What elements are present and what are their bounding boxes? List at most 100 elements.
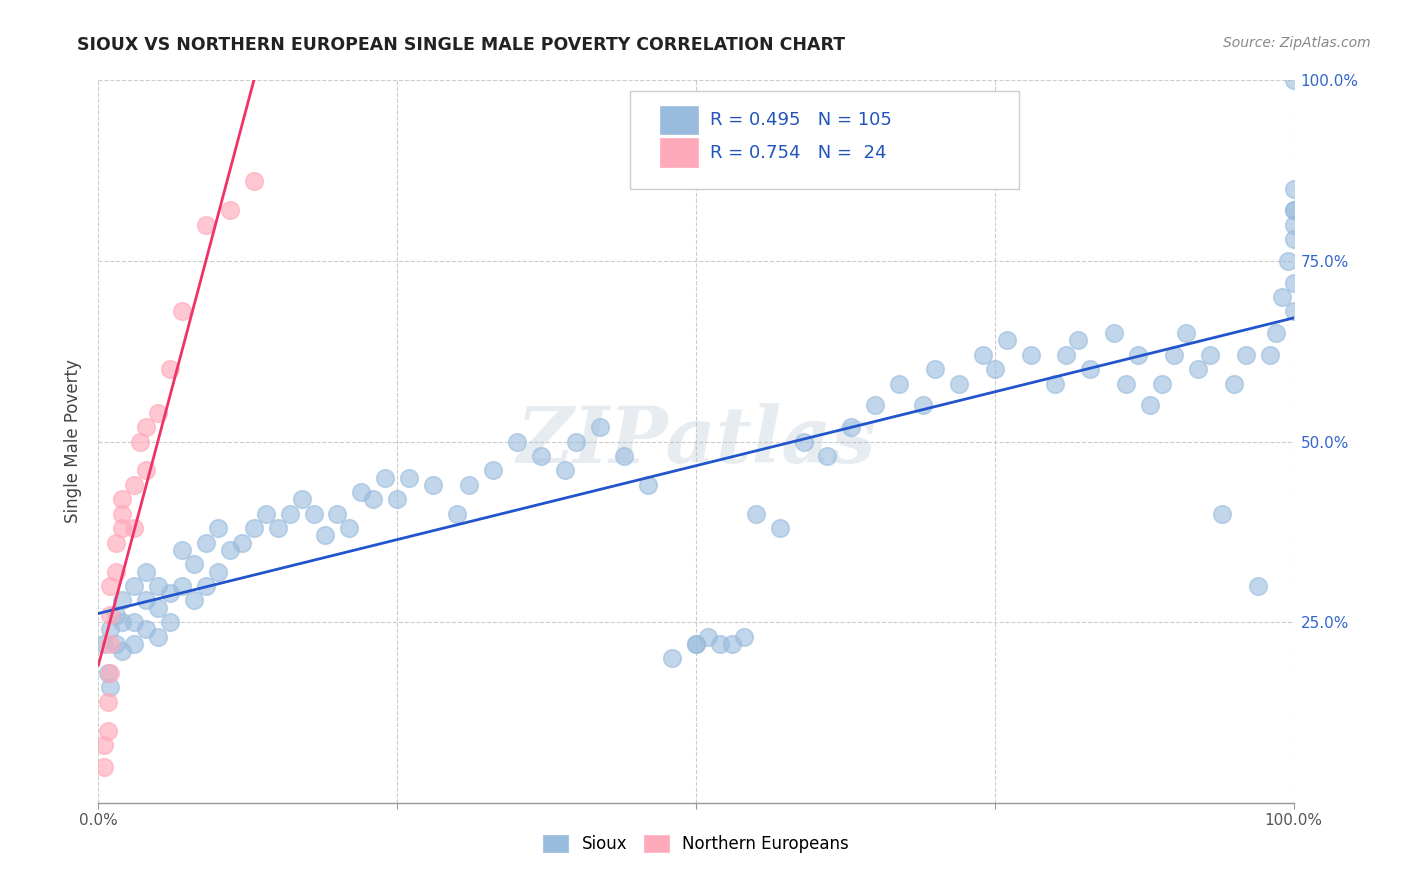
Point	[278, 507, 301, 521]
Point	[124, 615, 146, 630]
Point	[865, 398, 887, 412]
Point	[1282, 304, 1305, 318]
Point	[1282, 182, 1305, 196]
Point	[129, 434, 152, 449]
Point	[315, 528, 337, 542]
Point	[613, 449, 636, 463]
Point	[148, 630, 170, 644]
Point	[105, 637, 128, 651]
Point	[768, 521, 790, 535]
Point	[98, 579, 122, 593]
Point	[195, 535, 218, 549]
Point	[1163, 348, 1185, 362]
Point	[98, 607, 122, 622]
Point	[172, 542, 194, 557]
Point	[207, 565, 229, 579]
Point	[135, 420, 157, 434]
Point	[1234, 348, 1257, 362]
Point	[111, 644, 134, 658]
Point	[111, 492, 134, 507]
Point	[124, 579, 146, 593]
Point	[363, 492, 385, 507]
Point	[93, 738, 115, 752]
Point	[135, 463, 157, 477]
Point	[709, 637, 731, 651]
Text: R = 0.495   N = 105: R = 0.495 N = 105	[710, 111, 893, 129]
Point	[267, 521, 290, 535]
Point	[911, 398, 934, 412]
Point	[195, 579, 218, 593]
Point	[506, 434, 529, 449]
Point	[745, 507, 768, 521]
Bar	[661, 105, 699, 135]
Point	[1282, 232, 1305, 246]
Point	[219, 542, 242, 557]
Point	[183, 558, 205, 572]
Point	[1282, 203, 1305, 218]
Point	[1139, 398, 1161, 412]
Point	[105, 607, 128, 622]
Point	[721, 637, 744, 651]
Point	[1128, 348, 1150, 362]
Point	[172, 304, 194, 318]
Point	[924, 362, 946, 376]
Point	[350, 485, 373, 500]
Point	[565, 434, 588, 449]
Point	[697, 630, 720, 644]
Legend: Sioux, Northern Europeans: Sioux, Northern Europeans	[537, 828, 855, 860]
Point	[1258, 348, 1281, 362]
Point	[385, 492, 409, 507]
Point	[481, 463, 505, 477]
Point	[1211, 507, 1233, 521]
Point	[637, 478, 659, 492]
Text: R = 0.754   N =  24: R = 0.754 N = 24	[710, 144, 887, 161]
Point	[111, 521, 134, 535]
Point	[291, 492, 314, 507]
Point	[1264, 326, 1286, 340]
Point	[105, 535, 128, 549]
Point	[1277, 253, 1299, 268]
Point	[661, 651, 683, 665]
Point	[326, 507, 349, 521]
Point	[97, 723, 120, 738]
Point	[889, 376, 911, 391]
Point	[98, 637, 122, 651]
Point	[972, 348, 994, 362]
Point	[1043, 376, 1066, 391]
Point	[733, 630, 755, 644]
Point	[995, 334, 1018, 348]
Point	[93, 760, 115, 774]
Bar	[661, 138, 699, 167]
Point	[111, 507, 134, 521]
Point	[243, 174, 266, 188]
Point	[1115, 376, 1137, 391]
Point	[984, 362, 1007, 376]
Point	[148, 600, 170, 615]
Point	[815, 449, 838, 463]
Point	[530, 449, 553, 463]
Point	[1019, 348, 1042, 362]
Point	[1199, 348, 1222, 362]
Point	[148, 406, 170, 420]
Point	[1282, 276, 1305, 290]
Point	[339, 521, 361, 535]
Point	[111, 615, 134, 630]
Point	[97, 695, 120, 709]
Point	[458, 478, 481, 492]
Point	[124, 637, 146, 651]
Text: SIOUX VS NORTHERN EUROPEAN SINGLE MALE POVERTY CORRELATION CHART: SIOUX VS NORTHERN EUROPEAN SINGLE MALE P…	[77, 36, 845, 54]
Point	[219, 203, 242, 218]
Point	[124, 521, 146, 535]
FancyBboxPatch shape	[630, 91, 1019, 189]
Point	[93, 637, 115, 651]
Point	[398, 470, 420, 484]
Point	[98, 680, 122, 694]
Point	[231, 535, 253, 549]
Point	[841, 420, 863, 434]
Text: ZIPatlas: ZIPatlas	[516, 403, 876, 480]
Point	[422, 478, 444, 492]
Point	[124, 478, 146, 492]
Point	[1152, 376, 1174, 391]
Point	[159, 586, 181, 600]
Point	[254, 507, 277, 521]
